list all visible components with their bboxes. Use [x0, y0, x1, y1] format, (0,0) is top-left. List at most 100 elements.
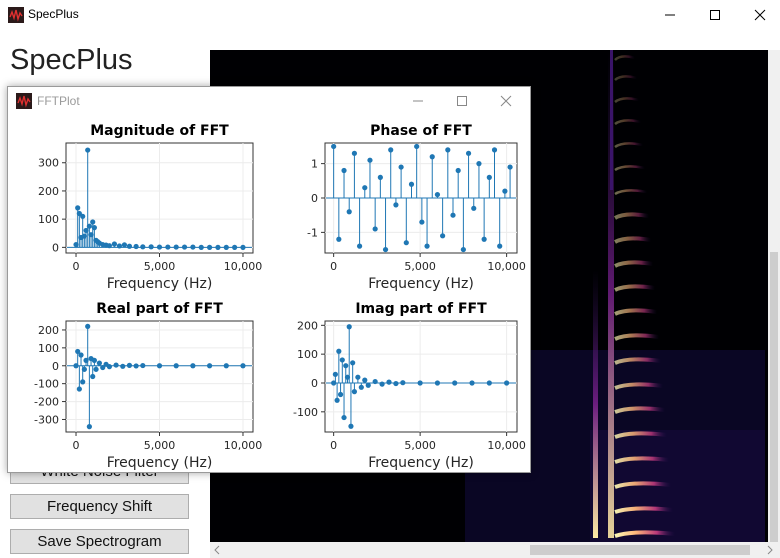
vertical-scrollbar-thumb[interactable]	[770, 252, 778, 542]
stem-marker	[223, 363, 229, 369]
stem-marker	[93, 366, 99, 372]
x-tick-label: 0	[330, 260, 337, 273]
stem-marker	[165, 244, 171, 250]
stem-marker	[113, 362, 119, 368]
stem-marker	[341, 414, 347, 421]
scroll-left-icon[interactable]	[212, 545, 222, 555]
plot-frame	[324, 320, 518, 433]
stem-marker	[429, 154, 435, 160]
stem-marker	[126, 362, 133, 368]
frequency-shift-button[interactable]: Frequency Shift	[10, 494, 189, 519]
stem-marker	[140, 362, 146, 369]
fft-plot-window[interactable]: FFTPlot 0 100 200 300 0 5,000 10,000 Magnitude …	[7, 86, 531, 473]
stem-marker	[85, 323, 91, 329]
stem-marker	[417, 380, 423, 386]
x-tick-label: 5,000	[404, 439, 436, 452]
y-tick-label: 300	[38, 157, 59, 170]
x-tick-label: 0	[73, 260, 80, 273]
x-axis-label: Frequency (Hz)	[368, 276, 474, 292]
stem-marker	[91, 225, 97, 231]
chart-title: Imag part of FFT	[355, 301, 487, 317]
stem-marker	[382, 246, 389, 253]
y-tick-label: 1	[311, 158, 318, 171]
stem-marker	[91, 357, 97, 363]
stem-marker	[126, 243, 133, 249]
horizontal-scrollbar-thumb[interactable]	[530, 545, 750, 555]
stem-marker	[486, 174, 492, 180]
stem-marker	[440, 233, 446, 239]
fft-chart-1: -1 0 1 0 5,000 10,000 Phase of FFT Frequency (H…	[307, 123, 526, 292]
stem-marker	[486, 380, 492, 386]
stem-marker	[156, 244, 163, 250]
x-tick-label: 5,000	[144, 439, 176, 452]
x-axis-label: Frequency (Hz)	[107, 276, 213, 292]
stem-marker	[351, 389, 358, 395]
fft-close-button[interactable]	[484, 87, 528, 115]
y-tick-label: 0	[52, 360, 59, 373]
stem-marker	[507, 164, 513, 170]
stem-marker	[393, 202, 399, 208]
stem-marker	[465, 150, 472, 156]
fft-titlebar[interactable]: FFTPlot	[8, 87, 530, 115]
stem-marker	[190, 363, 196, 369]
stem-marker	[223, 244, 229, 250]
stem-marker	[452, 380, 458, 386]
chart-title: Magnitude of FFT	[90, 123, 229, 139]
stem-marker	[90, 373, 96, 380]
x-tick-label: 5,000	[144, 260, 176, 273]
stem-marker	[90, 219, 96, 225]
stem-marker	[455, 167, 461, 174]
y-tick-label: 0	[52, 241, 59, 254]
stem-marker	[469, 380, 475, 386]
stem-marker	[365, 382, 371, 388]
stem-marker	[206, 244, 213, 250]
app-icon	[8, 7, 24, 23]
stem-marker	[156, 363, 163, 369]
stem-marker	[85, 147, 91, 153]
close-icon	[754, 9, 766, 21]
harmonic-bands	[613, 55, 676, 538]
scroll-right-icon[interactable]	[765, 545, 775, 555]
stem-marker	[148, 244, 154, 250]
stem-marker	[190, 244, 196, 250]
fft-maximize-button[interactable]	[440, 87, 484, 115]
fft-minimize-button[interactable]	[396, 87, 440, 115]
fft-chart-2: -300 -200 -100 0 100 200 0 5,000 10,000 Real part…	[34, 301, 262, 471]
stem-marker	[339, 357, 345, 363]
stem-marker	[434, 380, 441, 386]
stem-marker	[367, 157, 373, 163]
stem-marker	[75, 348, 81, 355]
y-tick-label: 0	[311, 377, 318, 390]
stem-marker	[497, 243, 503, 249]
stem-marker	[343, 363, 349, 369]
stem-marker	[403, 240, 409, 246]
stem-marker	[400, 380, 406, 386]
stem-marker	[476, 161, 482, 167]
save-spectrogram-button[interactable]: Save Spectrogram	[10, 529, 189, 554]
stem-marker	[434, 191, 441, 198]
stem-marker	[78, 352, 84, 358]
y-tick-label: -200	[34, 396, 59, 409]
fft-chart-0: 0 100 200 300 0 5,000 10,000 Magnitude of FFT Fr…	[38, 123, 262, 292]
y-tick-label: 100	[297, 348, 318, 361]
chart-title: Phase of FFT	[370, 123, 472, 139]
stem-marker	[504, 380, 510, 386]
stem-marker	[350, 360, 356, 366]
minimize-button[interactable]	[647, 0, 693, 30]
maximize-button[interactable]	[692, 0, 738, 30]
x-axis-label: Frequency (Hz)	[107, 455, 213, 471]
close-button[interactable]	[737, 0, 780, 30]
stem-marker	[336, 348, 342, 354]
y-tick-label: 0	[311, 192, 318, 205]
y-tick-label: 100	[38, 213, 59, 226]
stem-marker	[377, 174, 383, 180]
y-tick-label: 200	[297, 319, 318, 332]
stem-marker	[445, 147, 451, 153]
stem-marker	[341, 167, 347, 174]
stem-marker	[240, 363, 246, 369]
stem-marker	[348, 423, 354, 429]
main-titlebar: SpecPlus	[0, 0, 780, 30]
stem-marker	[111, 241, 118, 247]
stem-marker	[80, 213, 86, 219]
